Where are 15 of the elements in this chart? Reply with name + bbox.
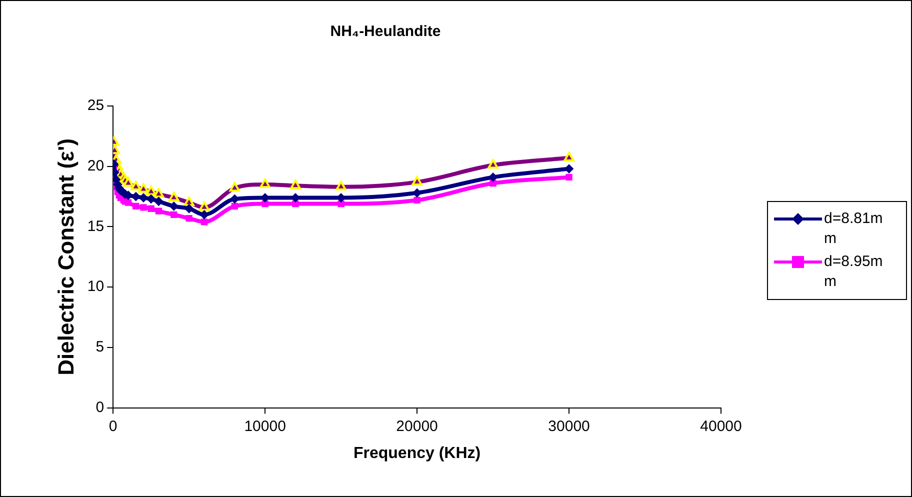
- x-tick-label: 40000: [700, 418, 742, 435]
- chart-title: NH₄-Heulandite: [330, 23, 441, 40]
- y-tick-label: 25: [87, 97, 104, 114]
- x-tick-label: 0: [108, 418, 118, 435]
- x-tick-label: 20000: [396, 418, 438, 435]
- x-axis-title: Frequency (KHz): [353, 444, 481, 462]
- x-tick-label: 10000: [244, 418, 286, 435]
- y-tick-label: 5: [96, 338, 104, 356]
- y-axis-title: Dielectric Constant (ε'): [53, 138, 78, 376]
- y-tick-label: 10: [87, 278, 104, 296]
- y-tick-label: 15: [87, 218, 104, 235]
- y-tick-label: 20: [87, 158, 104, 174]
- x-tick-label: 30000: [548, 418, 590, 435]
- y-tick-label: 0: [96, 398, 104, 416]
- legend-label: d=8.95mm: [824, 252, 884, 292]
